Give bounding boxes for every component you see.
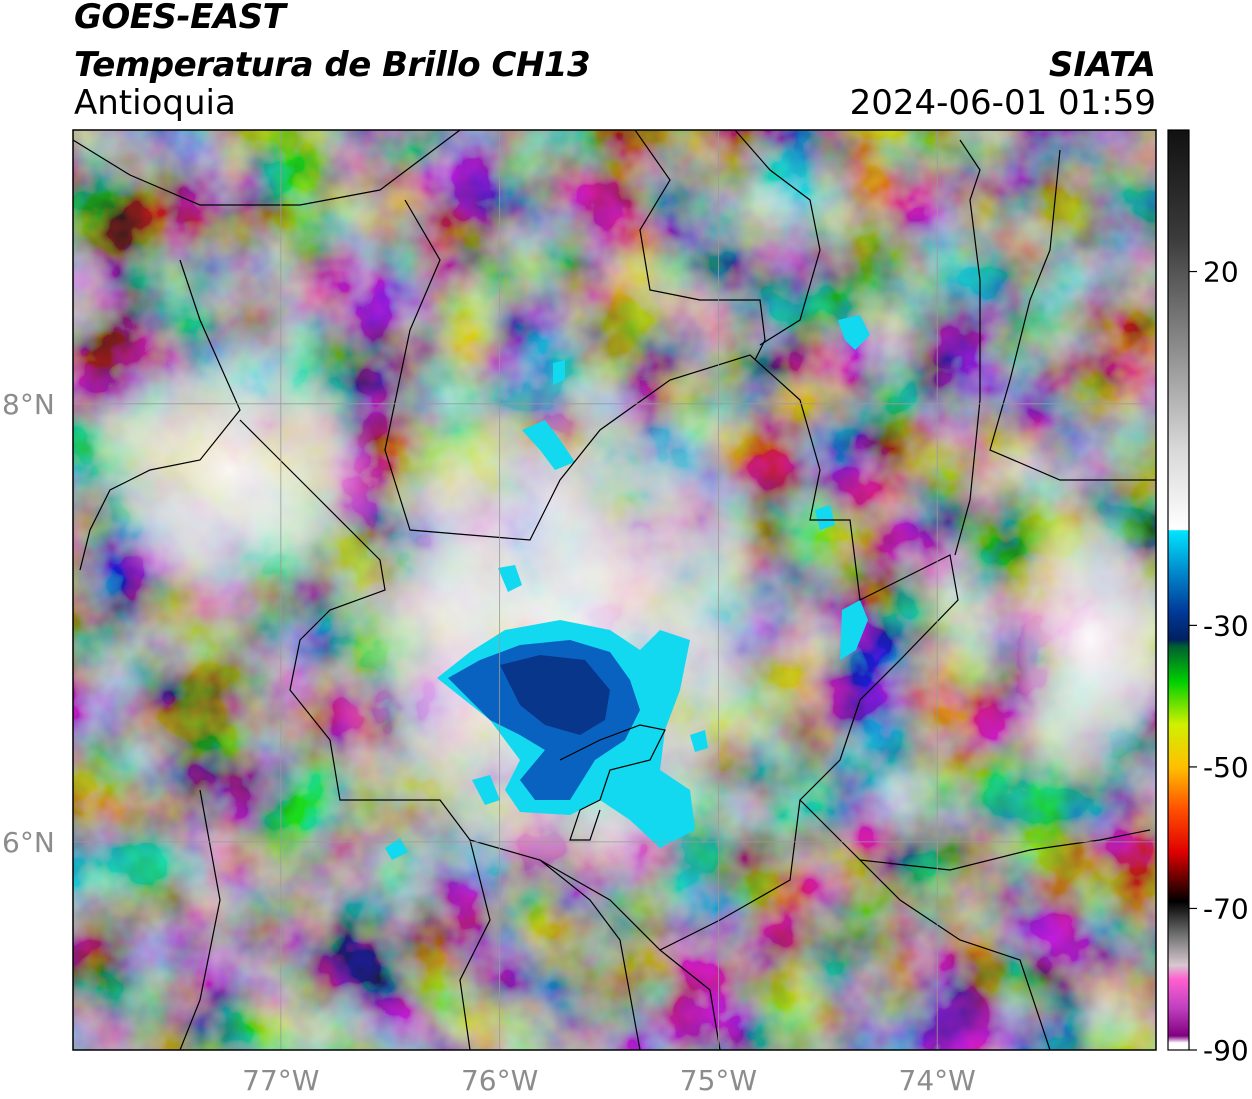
department-boundary (179, 789, 221, 1050)
department-boundary (954, 139, 981, 556)
convective-cell (498, 565, 522, 592)
map-panel (73, 130, 1156, 1050)
department-boundary (459, 839, 491, 1050)
colorbar-tick-label: -70 (1203, 892, 1249, 925)
longitude-tick-label: 77°W (242, 1064, 319, 1097)
colorbar-ticks: 20 -30 -50 -70 -90 (1189, 256, 1249, 1067)
product-title: Temperatura de Brillo CH13 (74, 45, 591, 85)
department-boundary (989, 149, 1156, 481)
cold-cloud-halo (80, 340, 380, 600)
longitude-tick-label: 75°W (680, 1064, 757, 1097)
region-subtitle: Antioquia (74, 83, 236, 123)
coastline (73, 130, 461, 206)
colorbar-scale (1167, 129, 1190, 1051)
department-boundary (859, 829, 1151, 871)
latitude-labels: 8°N 6°N (2, 388, 55, 859)
cold-cloud-halo (1000, 490, 1156, 790)
longitude-tick-label: 74°W (899, 1064, 976, 1097)
convective-cell (840, 600, 868, 660)
satellite-title: GOES-EAST (74, 0, 286, 37)
colorbar: 20 -30 -50 -70 -90 (1167, 129, 1249, 1067)
convective-cell (690, 730, 708, 752)
convective-cell (838, 315, 870, 350)
latitude-tick-label: 6°N (2, 826, 55, 859)
convective-storm-core (500, 655, 610, 735)
municipal-boundary (559, 724, 666, 841)
department-boundary (734, 130, 821, 346)
convective-cell (815, 505, 835, 530)
department-boundary (659, 949, 721, 1050)
colorbar-tick-label: 20 (1203, 256, 1239, 289)
colorbar-tick-label: -50 (1203, 751, 1249, 784)
convective-cell (472, 775, 500, 805)
convective-cell (385, 838, 408, 860)
gridlines (73, 130, 1156, 1050)
colorbar-tick-label: -90 (1203, 1034, 1249, 1067)
department-boundary (239, 199, 959, 951)
department-boundary (539, 859, 641, 1050)
department-boundary (799, 799, 1051, 1050)
latitude-tick-label: 8°N (2, 388, 55, 421)
map-frame (72, 129, 1157, 1051)
department-boundary (634, 130, 766, 361)
organization-label: SIATA (1048, 45, 1156, 85)
datetime-label: 2024-06-01 01:59 (849, 83, 1156, 123)
convective-cell (522, 420, 575, 470)
longitude-tick-label: 76°W (461, 1064, 538, 1097)
colorbar-tick-label: -30 (1203, 609, 1249, 642)
longitude-labels: 77°W 76°W 75°W 74°W (242, 1064, 976, 1097)
coastline (79, 259, 241, 571)
boundary-lines (73, 130, 1156, 1050)
convective-cell (553, 360, 565, 385)
